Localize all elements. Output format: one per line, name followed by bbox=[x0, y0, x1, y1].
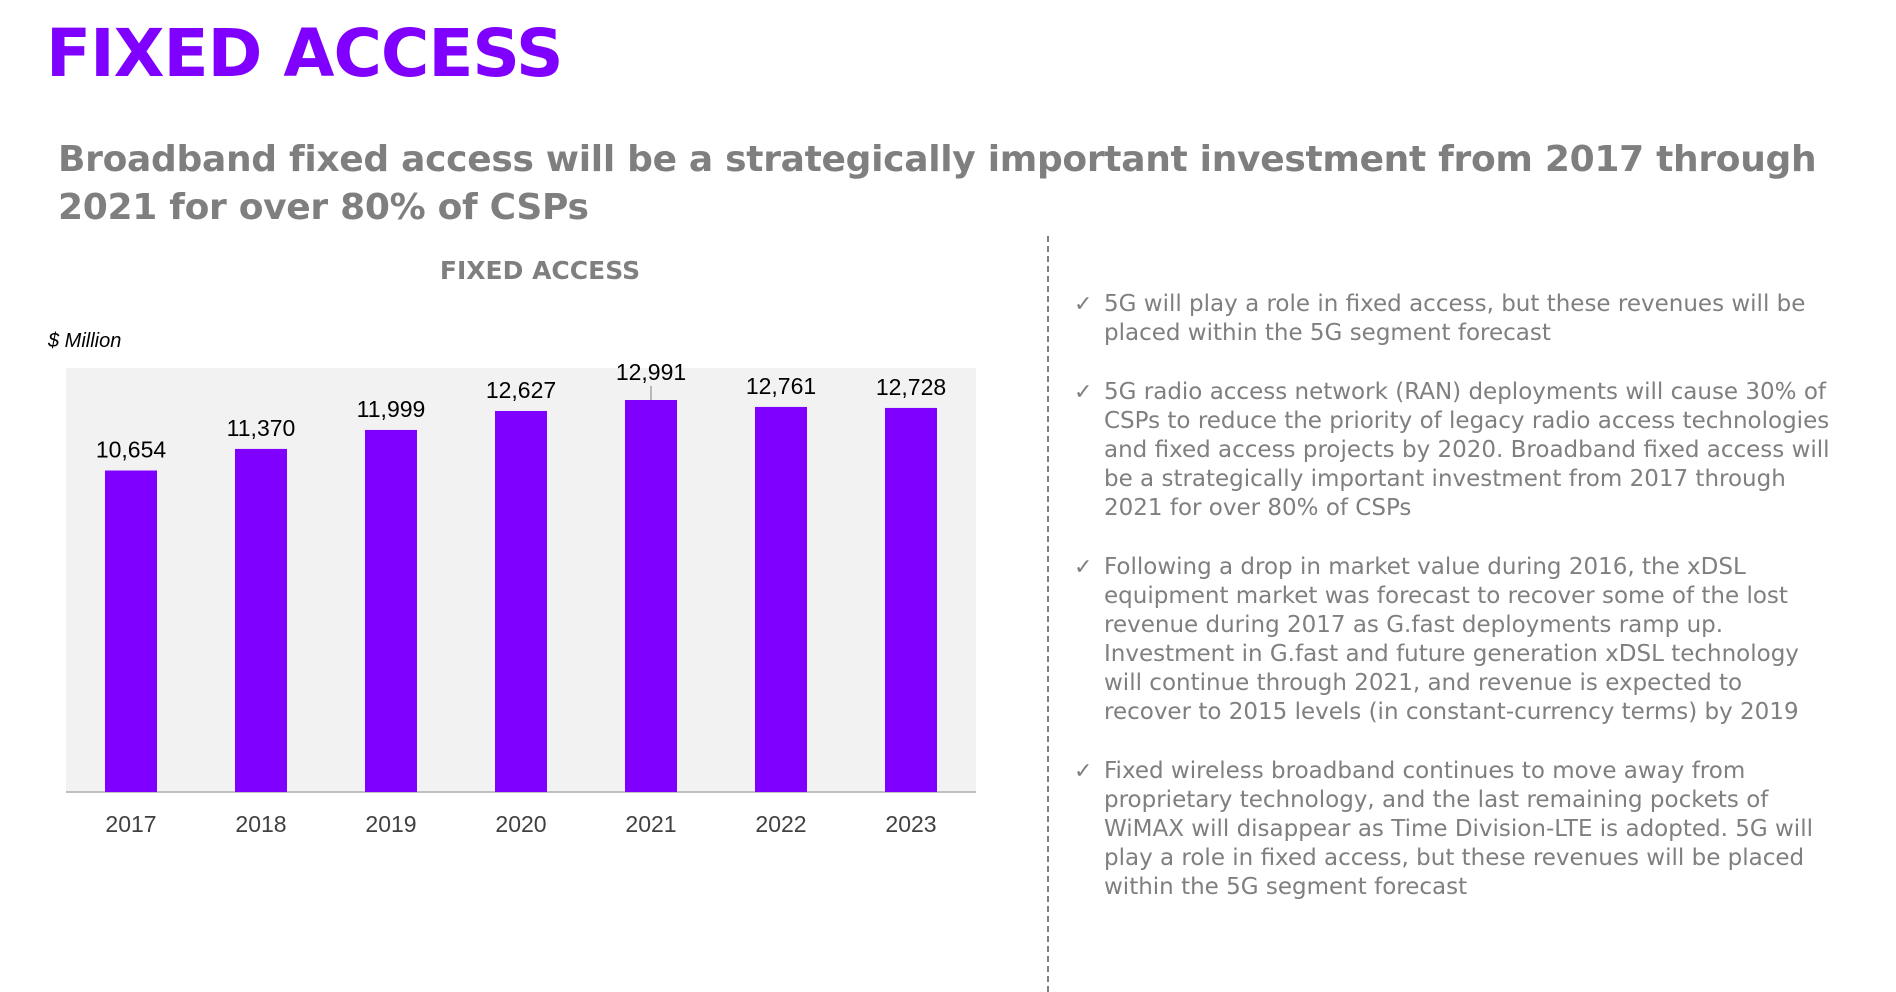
data-label-2021: 12,991 bbox=[616, 359, 686, 385]
chart-units-label: $ Million bbox=[48, 330, 122, 352]
bullet-text: 5G will play a role in fixed access, but… bbox=[1104, 291, 1806, 346]
bullet-item: ✓ Following a drop in market value durin… bbox=[1074, 553, 1834, 727]
bar-2018 bbox=[235, 448, 287, 792]
bar-2017 bbox=[105, 470, 157, 792]
bar-2019 bbox=[365, 429, 417, 792]
chart-title: FIXED ACCESS bbox=[439, 256, 641, 285]
data-label-2020: 12,627 bbox=[486, 377, 556, 403]
bullet-item: ✓ Fixed wireless broadband continues to … bbox=[1074, 757, 1834, 902]
bar-2021 bbox=[625, 400, 677, 792]
x-tick-label-2023: 2023 bbox=[885, 811, 936, 837]
x-tick-label-2022: 2022 bbox=[755, 811, 806, 837]
data-label-2023: 12,728 bbox=[876, 374, 946, 400]
bullet-list: ✓ 5G will play a role in fixed access, b… bbox=[1074, 290, 1834, 932]
x-tick-label-2020: 2020 bbox=[495, 811, 546, 837]
bar-chart: 10,654 2017 11,370 2018 11,999 2019 12,627 2020… bbox=[66, 359, 976, 837]
page-subtitle: Broadband fixed access will be a strateg… bbox=[58, 139, 1817, 228]
check-icon: ✓ bbox=[1074, 759, 1093, 784]
check-icon: ✓ bbox=[1074, 380, 1093, 405]
check-icon: ✓ bbox=[1074, 555, 1093, 580]
x-tick-label-2018: 2018 bbox=[235, 811, 286, 837]
bullet-item: ✓ 5G radio access network (RAN) deployme… bbox=[1074, 378, 1834, 523]
section-divider bbox=[1047, 236, 1049, 992]
x-tick-label-2021: 2021 bbox=[625, 811, 676, 837]
bar-2020 bbox=[495, 410, 547, 792]
page-title: FIXED ACCESS bbox=[46, 15, 564, 92]
x-tick-label-2019: 2019 bbox=[365, 811, 416, 837]
data-label-2018: 11,370 bbox=[227, 415, 296, 441]
bullet-text: Fixed wireless broadband continues to mo… bbox=[1104, 758, 1813, 900]
bullet-text: Following a drop in market value during … bbox=[1104, 554, 1799, 725]
bar-2023 bbox=[885, 407, 937, 792]
data-label-2019: 11,999 bbox=[357, 396, 426, 422]
check-icon: ✓ bbox=[1074, 292, 1093, 317]
bullet-item: ✓ 5G will play a role in fixed access, b… bbox=[1074, 290, 1834, 348]
data-label-2022: 12,761 bbox=[746, 373, 816, 399]
bar-2022 bbox=[755, 406, 807, 792]
data-label-2017: 10,654 bbox=[96, 437, 167, 463]
x-tick-label-2017: 2017 bbox=[105, 811, 156, 837]
bullet-text: 5G radio access network (RAN) deployment… bbox=[1104, 379, 1830, 521]
